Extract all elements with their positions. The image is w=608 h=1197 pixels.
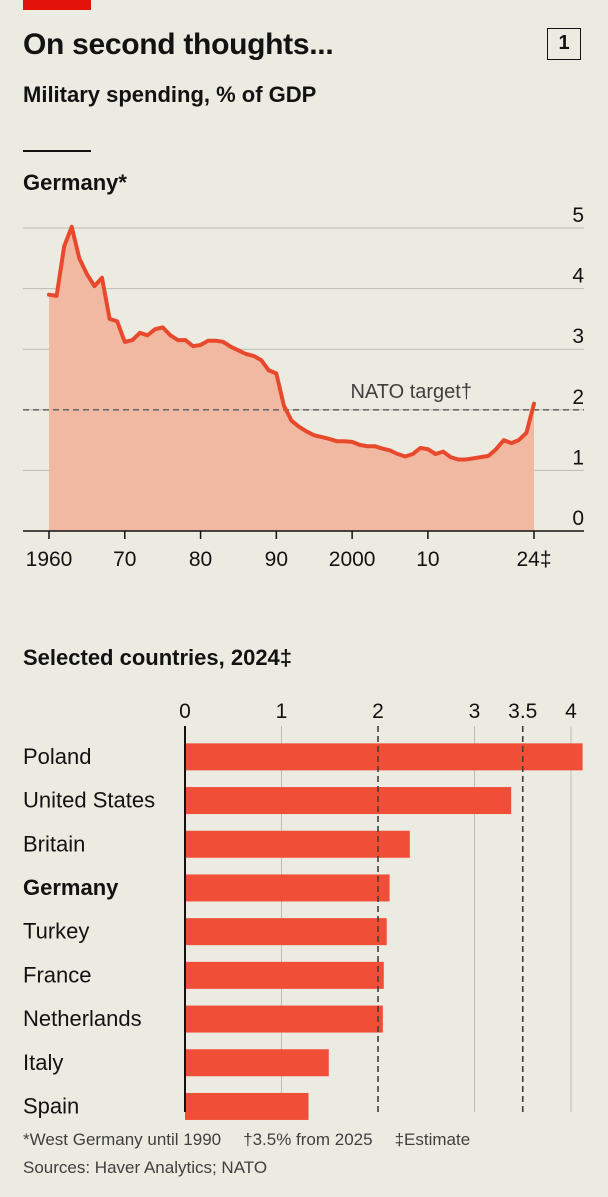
footnote-west-germany: *West Germany until 1990 xyxy=(23,1130,222,1149)
area-fill xyxy=(49,226,534,532)
bar-britain xyxy=(185,830,410,858)
countries-bar-chart: 0 1 2 3 3.5 4 Poland United States Britain German… xyxy=(23,700,583,1120)
germany-series-line xyxy=(47,224,536,462)
chart-number-badge: 1 xyxy=(547,28,581,60)
x-tick-label: 24‡ xyxy=(516,548,551,571)
category-label: Germany xyxy=(23,875,119,900)
bar-spain xyxy=(185,1092,309,1120)
chart-title: On second thoughts... xyxy=(23,28,334,61)
y-tick-label: 1 xyxy=(572,446,584,469)
y-tick-label: 0 xyxy=(572,507,584,530)
category-label: France xyxy=(23,962,91,987)
sources-note: Sources: Haver Analytics; NATO xyxy=(23,1158,268,1177)
bar-germany xyxy=(185,874,390,902)
brand-red-bar xyxy=(23,0,91,10)
category-label: Spain xyxy=(23,1093,79,1118)
x-tick-label: 1960 xyxy=(26,548,73,571)
bar-turkey xyxy=(185,918,387,946)
nato-target-label: NATO target† xyxy=(350,381,472,403)
y-tick-label: 4 xyxy=(572,265,584,288)
y-tick-label: 2 xyxy=(572,386,584,409)
chart-subtitle: Military spending, % of GDP xyxy=(23,82,317,107)
bar-france xyxy=(185,961,384,989)
x-tick-label: 80 xyxy=(189,548,212,571)
category-label: Italy xyxy=(23,1050,63,1075)
x-tick-label: 3.5 xyxy=(508,700,537,723)
x-tick-label: 3 xyxy=(469,700,481,723)
bar-poland xyxy=(185,743,583,771)
category-label: Britain xyxy=(23,831,85,856)
footnotes: *West Germany until 1990 †3.5% from 2025 ‡… xyxy=(23,1130,470,1150)
x-tick-label: 2 xyxy=(372,700,384,723)
x-tick-label: 4 xyxy=(565,700,577,723)
germany-chart-title: Germany* xyxy=(23,170,127,195)
bar-italy xyxy=(185,1049,329,1077)
x-tick-label: 70 xyxy=(113,548,136,571)
y-tick-label: 5 xyxy=(572,204,584,227)
x-tick-label: 0 xyxy=(179,700,191,723)
category-label: Poland xyxy=(23,744,92,769)
countries-chart-title: Selected countries, 2024‡ xyxy=(23,645,293,670)
x-tick-label: 90 xyxy=(265,548,288,571)
bar-united-states xyxy=(185,787,512,815)
category-label: Netherlands xyxy=(23,1006,142,1031)
category-label: Turkey xyxy=(23,919,89,944)
x-tick-label: 2000 xyxy=(329,548,376,571)
x-tick-label: 10 xyxy=(416,548,439,571)
section-rule xyxy=(23,150,91,152)
bar-netherlands xyxy=(185,1005,383,1033)
category-label: United States xyxy=(23,788,155,813)
y-tick-label: 3 xyxy=(572,325,584,348)
footnote-estimate: ‡Estimate xyxy=(394,1130,471,1149)
germany-area-chart: 0 1 2 3 4 5 NATO target† 1960 70 80 90 2000 10 24‡ xyxy=(23,204,584,571)
footnote-nato-target: †3.5% from 2025 xyxy=(243,1130,373,1149)
x-tick-label: 1 xyxy=(276,700,288,723)
